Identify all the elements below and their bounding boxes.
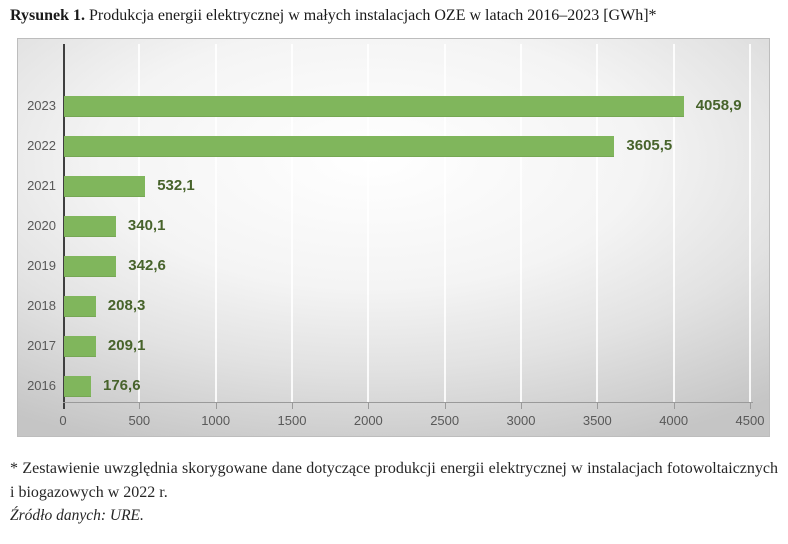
gridline-4000 xyxy=(672,44,675,403)
bar-2019 xyxy=(64,256,117,277)
bar-2018 xyxy=(64,296,96,317)
x-axis-tick-label-2500: 2500 xyxy=(430,413,460,428)
figure-number: Rysunek 1. xyxy=(10,7,86,24)
y-axis-label-2016: 2016 xyxy=(27,378,56,393)
bar-2017 xyxy=(64,336,96,357)
bar-2022 xyxy=(64,136,615,157)
bar-value-label-2021: 532,1 xyxy=(157,177,195,194)
bar-value-label-2020: 340,1 xyxy=(127,217,166,234)
gridline-1000 xyxy=(214,44,217,403)
x-axis-tick-label-2000: 2000 xyxy=(353,413,383,428)
gridline-1500 xyxy=(291,44,293,403)
figure-title-text: Produkcja energii elektrycznej w małych … xyxy=(89,7,657,24)
y-axis-label-2020: 2020 xyxy=(27,218,56,233)
x-axis-tick-2000 xyxy=(368,403,370,409)
bar-value-label-2023: 4058,9 xyxy=(695,97,742,114)
x-axis-tick-2500 xyxy=(444,403,446,409)
gridline-3500 xyxy=(596,44,599,403)
bar-2023 xyxy=(64,96,684,117)
bar-2020 xyxy=(64,216,116,237)
y-axis-label-2022: 2022 xyxy=(27,138,56,153)
bar-2021 xyxy=(64,176,146,197)
x-axis-tick-label-3500: 3500 xyxy=(582,413,612,428)
bar-value-label-2019: 342,6 xyxy=(128,257,166,274)
bar-value-label-2022: 3605,5 xyxy=(626,137,673,154)
x-axis-tick-1500 xyxy=(292,403,293,409)
y-axis-label-2023: 2023 xyxy=(27,98,56,113)
y-axis-label-2021: 2021 xyxy=(27,178,56,193)
y-axis-label-2018: 2018 xyxy=(27,298,56,313)
y-axis-label-2017: 2017 xyxy=(27,338,56,353)
x-axis-tick-500 xyxy=(139,403,141,409)
x-axis-tick-label-4500: 4500 xyxy=(735,413,765,428)
gridline-4500 xyxy=(749,44,751,403)
x-axis-tick-3000 xyxy=(521,403,522,409)
x-axis-tick-label-3000: 3000 xyxy=(506,413,536,428)
footnote: * Zestawienie uwzględnia skorygowane dan… xyxy=(10,460,778,501)
x-axis-tick-3500 xyxy=(597,403,599,409)
bar-value-label-2017: 209,1 xyxy=(107,337,146,354)
bar-value-label-2018: 208,3 xyxy=(107,297,146,314)
bar-2016 xyxy=(64,376,91,397)
figure-title: Rysunek 1. Produkcja energii elektrycznej… xyxy=(10,6,782,26)
x-axis-tick-1000 xyxy=(215,403,217,409)
gridline-500 xyxy=(138,44,141,403)
bar-chart: 0 500 1000 1500 2000 2500 3000 3500 4000 4500 2023… xyxy=(17,38,770,437)
y-axis-label-2019: 2019 xyxy=(27,258,56,273)
gridline-3000 xyxy=(520,44,522,403)
x-axis-tick-label-500: 500 xyxy=(128,413,151,428)
x-axis-tick-label-0: 0 xyxy=(59,413,67,428)
x-axis-tick-label-1500: 1500 xyxy=(277,413,307,428)
gridline-2500 xyxy=(443,44,446,403)
x-axis-tick-label-4000: 4000 xyxy=(659,413,689,428)
x-axis-line xyxy=(63,402,753,403)
bar-value-label-2016: 176,6 xyxy=(103,377,141,394)
data-source: Źródło danych: URE. xyxy=(10,507,144,524)
x-axis-tick-4500 xyxy=(750,403,751,409)
gridline-2000 xyxy=(367,44,370,403)
x-axis-tick-4000 xyxy=(673,403,675,409)
x-axis-tick-label-1000: 1000 xyxy=(201,413,231,428)
